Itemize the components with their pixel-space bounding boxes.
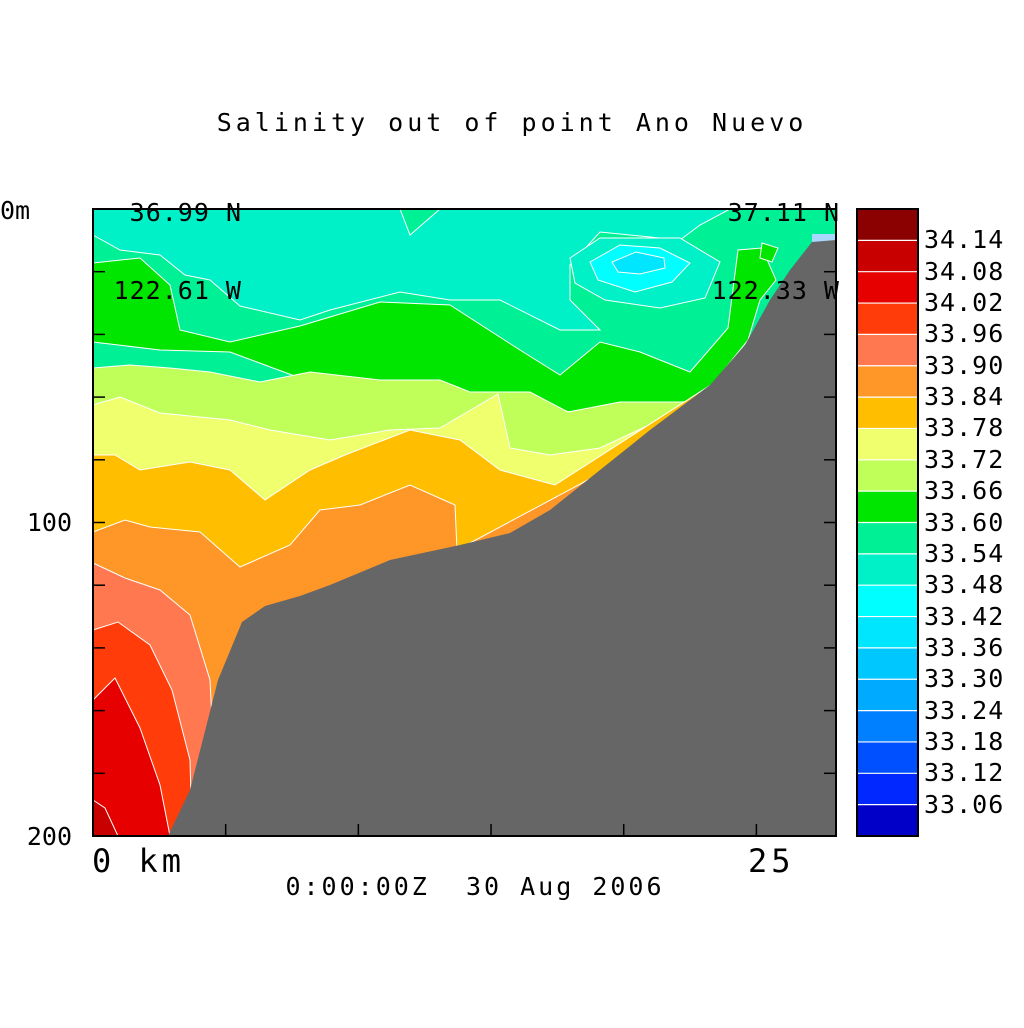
start-coordinate: 36.99 N 122.61 W [92,148,242,356]
y-tick-label-0: 0m [0,196,31,225]
colorbar-label-34-08: 34.08 [924,256,1005,286]
colorbar-label-33-84: 33.84 [924,382,1005,412]
band-33-60-blob [759,242,779,263]
colorbar-swatch-15 [857,679,918,712]
colorbar-label-33-18: 33.18 [924,726,1005,756]
colorbar-swatch-16 [857,710,918,743]
end-longitude: 122.33 W [711,276,840,305]
terrain-polygon [168,240,836,836]
colorbar-label-33-90: 33.90 [924,350,1005,380]
colorbar-label-33-42: 33.42 [924,601,1005,631]
colorbar-swatch-0 [857,209,918,241]
colorbar-label-34-14: 34.14 [924,225,1005,255]
colorbar-swatch-3 [857,303,918,335]
colorbar [856,208,919,837]
colorbar-swatch-8 [857,459,918,492]
colorbar-swatch-6 [857,397,918,429]
colorbar-swatch-14 [857,647,918,680]
chart-title: Salinity out of point Ano Nuevo [216,108,808,137]
colorbar-swatch-17 [857,741,918,774]
band-33-36-core [611,251,666,275]
colorbar-border [856,208,919,837]
colorbar-label-33-12: 33.12 [924,758,1005,788]
x-tick-label-0: 0 km [92,842,186,880]
colorbar-swatch-12 [857,585,918,618]
y-tick-label-100: 100 [26,508,72,537]
colorbar-swatch-5 [857,365,918,398]
colorbar-label-33-54: 33.54 [924,538,1005,568]
colorbar-swatch-11 [857,553,918,586]
time-label: 0:00:00Z 30 Aug 2006 [285,872,665,901]
colorbar-label-33-78: 33.78 [924,413,1005,443]
plot-frame [92,208,837,837]
seafloor-terrain [168,240,836,836]
colorbar-swatch-4 [857,334,918,367]
start-latitude: 36.99 N [129,198,242,227]
colorbar-label-33-60: 33.60 [924,507,1005,537]
x-tick-label-25: 25 [748,842,795,880]
colorbar-label-33-48: 33.48 [924,570,1005,600]
colorbar-swatch-10 [857,522,918,555]
end-latitude: 37.11 N [727,198,840,227]
colorbar-swatch-19 [857,804,918,837]
colorbar-label-33-24: 33.24 [924,695,1005,725]
start-longitude: 122.61 W [113,276,242,305]
colorbar-swatch-13 [857,616,918,649]
colorbar-label-33-66: 33.66 [924,476,1005,506]
colorbar-label-33-30: 33.30 [924,664,1005,694]
colorbar-swatch-9 [857,491,918,523]
colorbar-label-33-36: 33.36 [924,632,1005,662]
end-coordinate: 37.11 N 122.33 W [690,148,840,356]
colorbar-swatch-2 [857,271,918,304]
colorbar-label-33-96: 33.96 [924,319,1005,349]
colorbar-swatch-7 [857,428,918,461]
colorbar-label-33-06: 33.06 [924,789,1005,819]
colorbar-swatch-18 [857,773,918,806]
colorbar-label-34-02: 34.02 [924,288,1005,318]
colorbar-label-33-72: 33.72 [924,444,1005,474]
colorbar-swatch-1 [857,240,918,273]
y-tick-label-200: 200 [26,822,72,851]
